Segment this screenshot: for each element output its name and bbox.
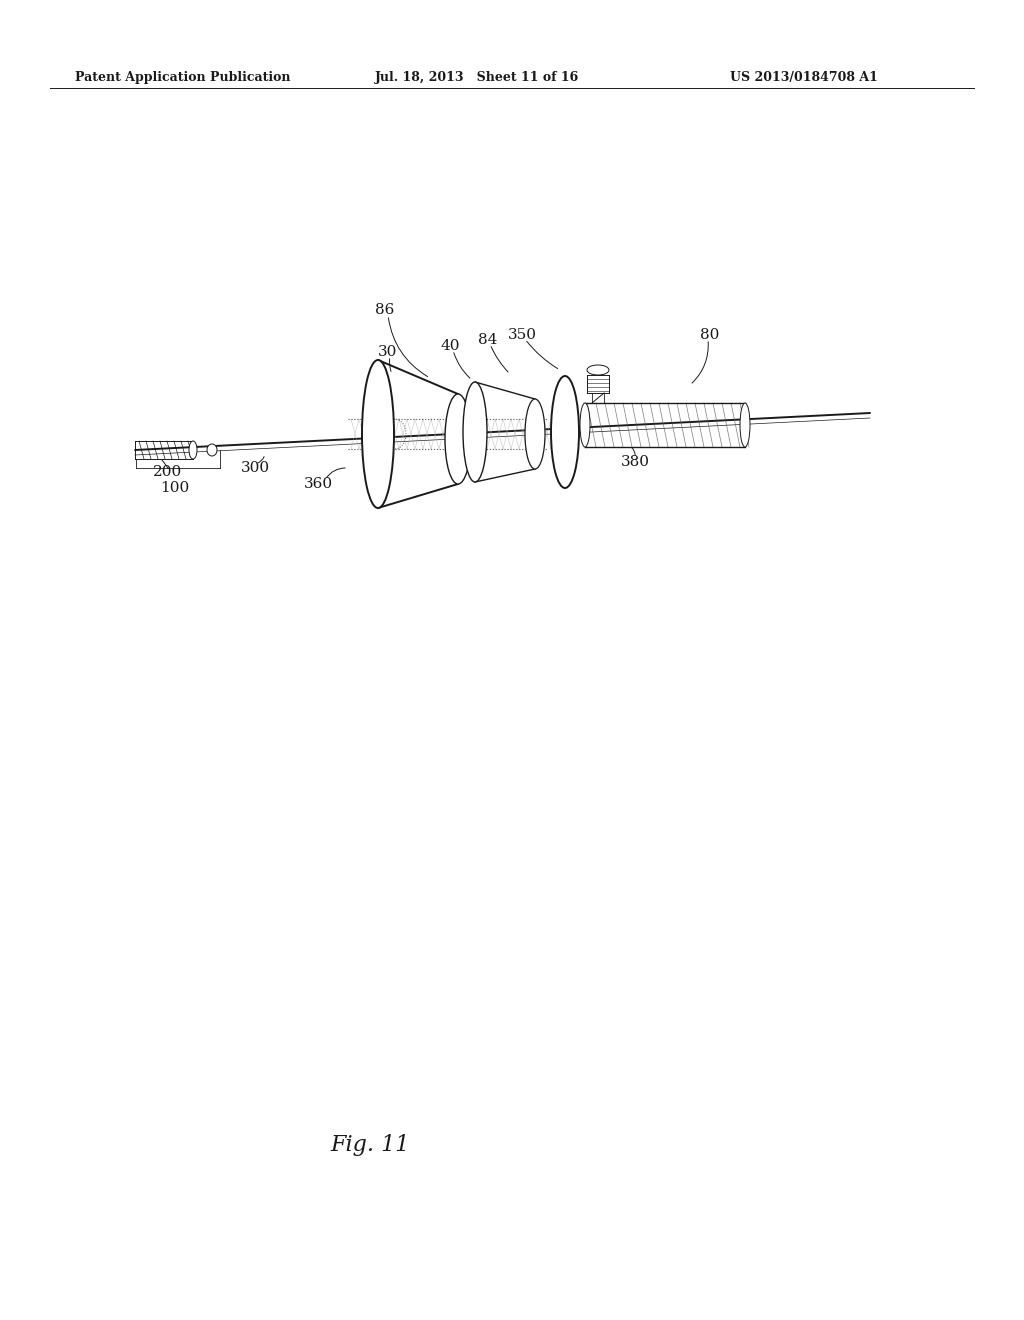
Text: US 2013/0184708 A1: US 2013/0184708 A1 xyxy=(730,71,878,84)
Ellipse shape xyxy=(580,403,590,447)
Text: 40: 40 xyxy=(440,339,460,352)
Ellipse shape xyxy=(587,366,609,375)
Text: 30: 30 xyxy=(378,345,397,359)
Text: Fig. 11: Fig. 11 xyxy=(331,1134,410,1156)
Ellipse shape xyxy=(362,360,394,508)
Ellipse shape xyxy=(525,399,545,469)
Text: 86: 86 xyxy=(376,304,394,317)
Text: 380: 380 xyxy=(621,455,649,469)
Text: 350: 350 xyxy=(508,327,537,342)
Text: 300: 300 xyxy=(241,461,269,475)
Ellipse shape xyxy=(740,403,750,447)
Text: Patent Application Publication: Patent Application Publication xyxy=(75,71,291,84)
Text: 80: 80 xyxy=(700,327,720,342)
Ellipse shape xyxy=(463,381,487,482)
Ellipse shape xyxy=(551,376,579,488)
Text: Jul. 18, 2013   Sheet 11 of 16: Jul. 18, 2013 Sheet 11 of 16 xyxy=(375,71,580,84)
Text: 84: 84 xyxy=(478,333,498,347)
Ellipse shape xyxy=(189,441,197,459)
Ellipse shape xyxy=(445,393,471,484)
Ellipse shape xyxy=(207,444,217,455)
Text: 360: 360 xyxy=(303,477,333,491)
Text: 100: 100 xyxy=(161,480,189,495)
Text: 200: 200 xyxy=(154,465,182,479)
